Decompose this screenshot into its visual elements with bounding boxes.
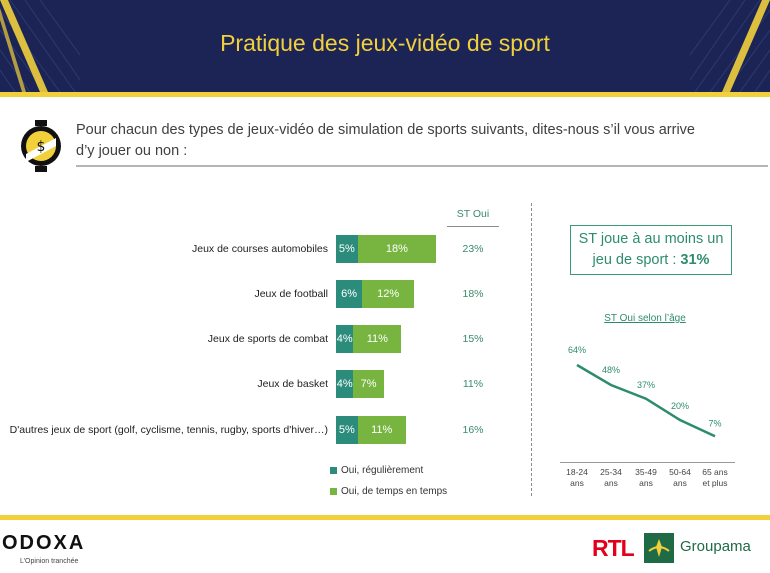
st-oui-value: 11% [462, 378, 484, 390]
st-oui-header: ST Oui [456, 208, 490, 220]
bar-segment-temps-en-temps: 7% [353, 370, 384, 398]
age-data-label: 37% [637, 380, 655, 390]
bar-segment-temps-en-temps: 11% [353, 325, 402, 353]
bar-segment-temps-en-temps: 12% [362, 280, 415, 308]
age-x-axis [560, 462, 735, 463]
bar-segment-regulierement: 4% [336, 370, 354, 398]
bar-segment-regulierement: 5% [336, 416, 358, 444]
age-data-label: 64% [568, 345, 586, 355]
header-decoration-right [690, 0, 770, 92]
age-tick-label: 35-49 ans [635, 467, 657, 488]
bar-segment-regulierement: 5% [336, 235, 358, 263]
page-title: Pratique des jeux-vidéo de sport [220, 30, 550, 56]
odoxa-logo: ODOXA [2, 532, 86, 554]
bar-category-label: Jeux de courses automobiles [192, 243, 328, 255]
st-oui-value: 18% [462, 288, 484, 300]
bar-category-label: Jeux de sports de combat [207, 333, 328, 345]
legend-label-regulierement: Oui, régulièrement [341, 465, 424, 476]
age-tick-label: 65 ans et plus [702, 467, 728, 488]
section-divider [531, 203, 532, 496]
age-line-chart: 64% 48% 37% 20% 7% [568, 345, 722, 438]
question-divider [76, 165, 768, 167]
age-tick-label: 25-34 ans [600, 467, 622, 488]
age-tick-label: 50-64 ans [669, 467, 691, 488]
question-line-1: Pour chacun des types de jeux-vidéo de s… [76, 122, 695, 138]
odoxa-tagline: L’Opinion tranchée [20, 558, 79, 565]
header-underline [0, 92, 770, 97]
summary-callout: ST joue à au moins un jeu de sport : 31% [570, 225, 732, 275]
st-oui-value: 23% [462, 243, 484, 255]
callout-value: 31% [680, 252, 710, 268]
st-oui-value: 15% [462, 333, 484, 345]
bar-segment-regulierement: 4% [336, 325, 354, 353]
bar-category-label: Jeux de football [254, 288, 328, 300]
header-decoration-left [0, 0, 80, 92]
st-oui-value: 16% [462, 424, 484, 436]
st-oui-header-underline [447, 226, 499, 227]
coin-icon: $ [20, 120, 62, 172]
callout-line-2: jeu de sport : 31% [571, 250, 731, 271]
age-data-label: 7% [708, 418, 721, 428]
age-chart-title: ST Oui selon l’âge [604, 313, 686, 324]
groupama-logo-text: Groupama [680, 538, 751, 555]
age-line-series [576, 363, 716, 438]
age-data-label: 20% [671, 401, 689, 411]
age-tick-label: 18-24 ans [566, 467, 588, 488]
bar-segment-temps-en-temps: 11% [357, 416, 406, 444]
bar-category-label: D'autres jeux de sport (golf, cyclisme, … [9, 424, 328, 436]
rtl-logo: RTL [592, 535, 635, 561]
legend-swatch-regulierement [330, 467, 337, 474]
svg-text:$: $ [37, 139, 46, 155]
bar-segment-regulierement: 6% [336, 280, 363, 308]
age-data-label: 48% [602, 365, 620, 375]
legend-swatch-temps-en-temps [330, 488, 337, 495]
legend-label-temps-en-temps: Oui, de temps en temps [341, 486, 448, 497]
legend-item-temps-en-temps: Oui, de temps en temps [330, 486, 447, 497]
header-banner: Pratique des jeux-vidéo de sport [0, 0, 770, 92]
bar-category-label: Jeux de basket [257, 378, 328, 390]
legend-item-regulierement: Oui, régulièrement [330, 465, 423, 476]
question-line-2: d’y jouer ou non : [76, 143, 188, 159]
bar-segment-temps-en-temps: 18% [357, 235, 437, 263]
survey-question: Pour chacun des types de jeux-vidéo de s… [76, 120, 766, 162]
callout-line-1: ST joue à au moins un [578, 231, 724, 247]
footer-divider [0, 515, 770, 520]
groupama-logo-icon [644, 533, 674, 563]
callout-prefix: jeu de sport : [592, 252, 681, 268]
